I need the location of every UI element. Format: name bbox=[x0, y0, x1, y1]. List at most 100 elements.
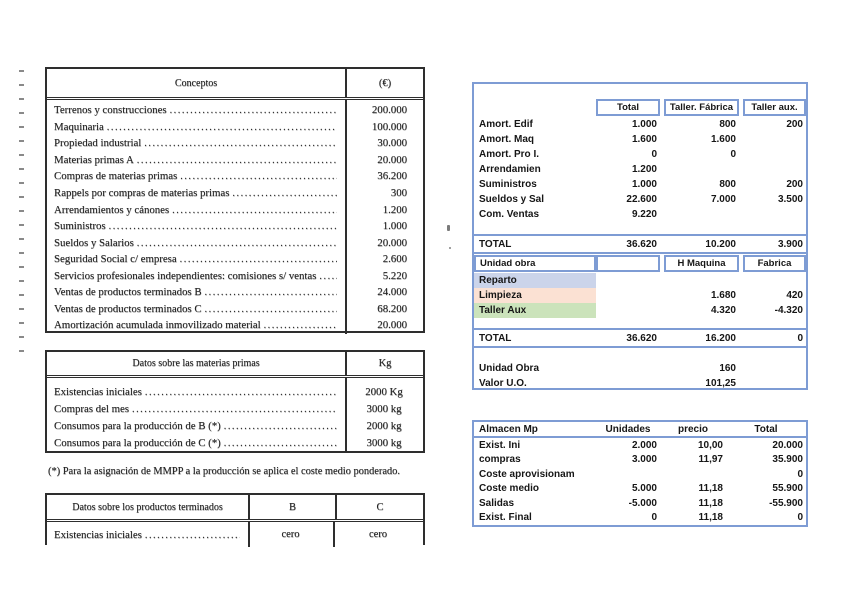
scan-speck-artifact bbox=[447, 225, 450, 231]
total-row-2: TOTAL 36.620 16.200 0 bbox=[474, 328, 806, 348]
row-label: Sueldos y Salarios bbox=[54, 236, 134, 249]
row-value: 1.000 bbox=[382, 220, 407, 233]
cell-aux: 200 bbox=[786, 179, 803, 190]
dot-leader bbox=[132, 403, 337, 415]
finished-products-header: Datos sobre los productos terminados B C bbox=[47, 495, 423, 522]
row-value: 100.000 bbox=[371, 120, 407, 133]
almacen-row: Exist. Final 0 11,18 0 bbox=[479, 512, 803, 524]
column-header-row: Total Taller. Fábrica Taller aux. bbox=[474, 98, 806, 116]
row-value: 3000 kg bbox=[366, 402, 402, 415]
dot-leader bbox=[264, 319, 337, 331]
table-row: Consumos para la producción de C (*) 3000… bbox=[47, 435, 423, 452]
row-value: 3000 kg bbox=[366, 437, 402, 450]
taller-aux-label: Taller Aux bbox=[474, 303, 596, 318]
cell-total: 36.620 bbox=[626, 332, 657, 344]
table-row: Ventas de productos terminados B 24.000 bbox=[47, 284, 423, 301]
column-c-header: C bbox=[335, 495, 423, 519]
row-label: Servicios profesionales independientes: … bbox=[54, 269, 317, 282]
unidad-obra-value-row: Unidad Obra 160 bbox=[474, 361, 806, 376]
almacen-row: compras 3.000 11,97 35.900 bbox=[479, 454, 803, 466]
total-label: TOTAL bbox=[479, 332, 512, 344]
unidad-obra-label: Unidad obra bbox=[474, 255, 596, 272]
row-label: Amortización acumulada inmovilizado mate… bbox=[54, 319, 261, 332]
dot-leader bbox=[205, 286, 337, 298]
row-label: Ventas de productos terminados C bbox=[54, 302, 202, 315]
precio-header: precio bbox=[677, 423, 708, 435]
almacen-title: Almacen Mp bbox=[479, 423, 538, 435]
row-label: Arrendamientos y cánones bbox=[54, 203, 170, 216]
dot-leader bbox=[319, 270, 337, 282]
header-cell-taller-aux: Taller aux. bbox=[743, 98, 806, 116]
row-label: Seguridad Social c/ empresa bbox=[54, 253, 177, 266]
row-value: 5.220 bbox=[382, 269, 407, 282]
dot-leader bbox=[145, 529, 240, 541]
table-row: Maquinaria 100.000 bbox=[47, 119, 423, 136]
cost-allocation-spreadsheet: Total Taller. Fábrica Taller aux. Amort.… bbox=[472, 82, 808, 390]
limpieza-label: Limpieza bbox=[474, 288, 596, 303]
cost-label: Amort. Maq bbox=[479, 134, 534, 145]
row-value: 20.000 bbox=[377, 319, 407, 332]
unidad-obra-header-row: Unidad obra H Maquina Fabrica bbox=[474, 254, 806, 273]
unidad-obra-value: 160 bbox=[719, 363, 736, 374]
cost-label: Arrendamien bbox=[479, 164, 541, 175]
row-label: Consumos para la producción de C (*) bbox=[54, 437, 221, 450]
cost-row: Amort. Edif 1.000 800 200 bbox=[474, 117, 806, 132]
dot-leader bbox=[205, 303, 337, 315]
cell-total: 1.200 bbox=[631, 164, 657, 175]
taller-aux-row: Taller Aux 4.320 -4.320 bbox=[474, 303, 806, 318]
raw-materials-body: Existencias iniciales 2000 Kg Compras del… bbox=[47, 378, 423, 452]
almacen-row: Coste medio 5.000 11,18 55.900 bbox=[479, 483, 803, 495]
cell-total: 1.600 bbox=[631, 134, 657, 145]
row-value: 300 bbox=[390, 187, 407, 199]
cell-fabrica: 10.200 bbox=[705, 238, 736, 250]
cost-row: Arrendamien 1.200 bbox=[474, 162, 806, 177]
cell-fabrica: 1.600 bbox=[710, 134, 736, 145]
row-value-c: cero bbox=[368, 529, 388, 540]
almacen-row: Exist. Ini 2.000 10,00 20.000 bbox=[479, 439, 803, 451]
cost-row: Amort. Maq 1.600 1.600 bbox=[474, 132, 806, 147]
cost-row: Suministros 1.000 800 200 bbox=[474, 177, 806, 192]
finished-products-table: Datos sobre los productos terminados B C… bbox=[45, 493, 425, 547]
unidades-header: Unidades bbox=[605, 423, 651, 435]
dot-leader bbox=[180, 170, 337, 182]
cell-aux: 200 bbox=[786, 119, 803, 130]
concepts-table: Conceptos (€) Terrenos y construcciones 2… bbox=[45, 67, 425, 334]
empty-header-box bbox=[596, 255, 660, 272]
row-value: 68.200 bbox=[377, 302, 407, 315]
cell-fabrica: 16.200 bbox=[705, 332, 736, 344]
table-row: Propiedad industrial 30.000 bbox=[47, 135, 423, 152]
table-row: Seguridad Social c/ empresa 2.600 bbox=[47, 251, 423, 268]
raw-materials-header: Datos sobre las materias primas Kg bbox=[47, 352, 423, 378]
cell-total: 1.000 bbox=[631, 119, 657, 130]
row-label: Compras de materias primas bbox=[54, 170, 178, 183]
cell-fabrica: 7.000 bbox=[710, 194, 736, 205]
dot-leader bbox=[137, 154, 337, 166]
total-row-1: TOTAL 36.620 10.200 3.900 bbox=[474, 234, 806, 254]
concepts-table-header: Conceptos (€) bbox=[47, 69, 423, 100]
table-row: Existencias iniciales cero cero bbox=[47, 522, 423, 547]
fabrica-header: Fabrica bbox=[743, 255, 806, 272]
cell-fabrica: 0 bbox=[730, 149, 736, 160]
scan-edge-artifacts bbox=[19, 70, 24, 352]
row-label: Rappels por compras de materias primas bbox=[54, 187, 230, 199]
cell-total: 0 bbox=[651, 149, 657, 160]
table-row: Sueldos y Salarios 20.000 bbox=[47, 234, 423, 251]
cell-total: 36.620 bbox=[626, 238, 657, 250]
table-row: Suministros 1.000 bbox=[47, 218, 423, 235]
scan-speck-artifact bbox=[449, 247, 451, 249]
cell-aux: 0 bbox=[797, 332, 803, 344]
raw-materials-header-label: Datos sobre las materias primas bbox=[132, 358, 260, 369]
dot-leader bbox=[172, 204, 337, 216]
cell-total: 9.220 bbox=[631, 209, 657, 220]
dot-leader bbox=[170, 104, 337, 116]
dot-leader bbox=[232, 187, 337, 199]
cost-label: Amort. Edif bbox=[479, 119, 533, 130]
valor-uo-row: Valor U.O. 101,25 bbox=[474, 376, 806, 391]
almacen-row: Salidas -5.000 11,18 -55.900 bbox=[479, 497, 803, 509]
row-label: Consumos para la producción de B (*) bbox=[54, 419, 221, 432]
kg-header-label: Kg bbox=[345, 352, 423, 375]
dot-leader bbox=[107, 121, 337, 133]
dot-leader bbox=[144, 137, 337, 149]
table-row: Arrendamientos y cánones 1.200 bbox=[47, 201, 423, 218]
row-value-b: cero bbox=[281, 529, 300, 540]
